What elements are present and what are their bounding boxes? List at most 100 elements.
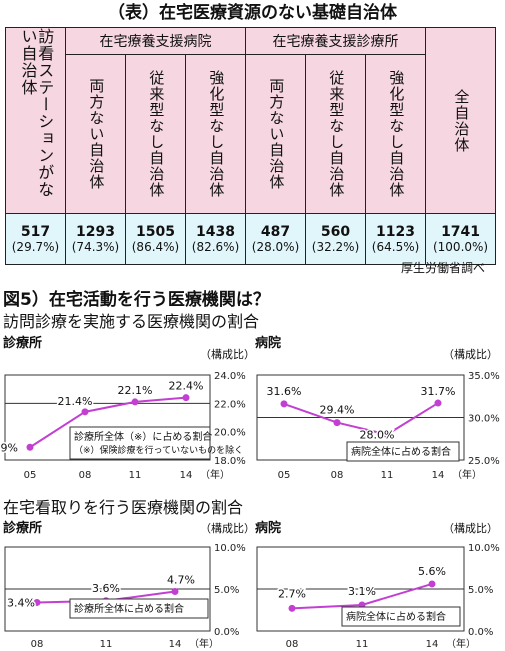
x-axis-unit: （年） bbox=[446, 637, 476, 650]
x-tick-label: 14 bbox=[432, 470, 445, 481]
group-hospital: 在宅療養支援病院 bbox=[64, 27, 247, 55]
legend-box bbox=[69, 426, 211, 460]
y-tick-label: 20.0% bbox=[214, 428, 246, 439]
data-label: 5.6% bbox=[418, 565, 446, 578]
data-point bbox=[81, 408, 89, 416]
source-note: 厚生労働省調べ bbox=[400, 261, 485, 275]
x-tick-label: 11 bbox=[129, 470, 142, 481]
series-line bbox=[29, 396, 187, 449]
header-clinic-enhanced: 強化型なし自治体 bbox=[365, 54, 427, 214]
data-point bbox=[171, 588, 179, 596]
legend-box bbox=[341, 606, 461, 627]
data-label: 3.1% bbox=[348, 585, 376, 598]
legend-entry: 病院全体に占める割合 bbox=[351, 445, 451, 458]
data-label: 3.4% bbox=[7, 596, 35, 609]
data-point bbox=[280, 400, 288, 408]
x-tick-label: 14 bbox=[426, 639, 439, 650]
x-tick-label: 11 bbox=[381, 470, 394, 481]
header-no-station: 訪看ステーションがない自治体 bbox=[5, 27, 66, 214]
header-clinic-conventional: 従来型なし自治体 bbox=[305, 54, 367, 214]
figure-title: 図5）在宅活動を行う医療機関は？ bbox=[3, 290, 270, 310]
data-label: 28.0% bbox=[360, 429, 395, 442]
data-point bbox=[288, 604, 296, 612]
y-tick-label: 18.0% bbox=[214, 456, 246, 467]
data-label: 2.7% bbox=[278, 587, 306, 600]
legend-entry: 診療所全体に占める割合 bbox=[74, 602, 184, 615]
value-cell: 1741 (100.0%) bbox=[425, 213, 497, 265]
unit-label: （構成比） bbox=[200, 522, 255, 535]
y-tick-label: 5.0% bbox=[214, 585, 239, 596]
panel-label-hospital-1: 病院 bbox=[255, 336, 282, 351]
legend-entry: 診療所全体（※）に占める割合 bbox=[74, 430, 212, 443]
x-tick-label: 08 bbox=[79, 470, 92, 481]
panel-label-hospital-2: 病院 bbox=[255, 521, 282, 536]
data-point bbox=[428, 580, 436, 588]
x-tick-label: 14 bbox=[180, 470, 193, 481]
data-point bbox=[131, 398, 139, 406]
header-all: 全自治体 bbox=[425, 27, 497, 214]
panel-label-clinic-2: 診療所 bbox=[3, 521, 43, 536]
series-line bbox=[283, 402, 439, 436]
x-tick-label: 05 bbox=[24, 470, 37, 481]
value-cell: 1123 (64.5%) bbox=[365, 213, 427, 265]
y-tick-label: 10.0% bbox=[468, 543, 500, 554]
unit-label: （構成比） bbox=[443, 348, 498, 361]
unit-label: （構成比） bbox=[443, 522, 498, 535]
data-point bbox=[434, 399, 442, 407]
y-tick-label: 0.0% bbox=[214, 627, 239, 638]
data-label: 31.7% bbox=[421, 385, 456, 398]
chart-care-clinic: 0.0% 5.0% 10.0% 08 11 14 （年） 3.4% 3.6% 4.7% 診療所全体に… bbox=[4, 543, 246, 650]
x-tick-label: 14 bbox=[169, 639, 182, 650]
value-cell: 517 (29.7%) bbox=[5, 213, 66, 265]
data-point bbox=[33, 598, 41, 606]
data-label: 3.6% bbox=[92, 582, 120, 595]
data-point bbox=[383, 431, 391, 438]
table-title: （表）在宅医療資源のない基礎自治体 bbox=[108, 3, 397, 23]
x-tick-label: 11 bbox=[100, 639, 113, 650]
data-label: 18.9% bbox=[0, 441, 18, 454]
chart-visit-clinic: 18.0% 20.0% 22.0% 24.0% 05 08 11 14 （年） 18.9% 21.4… bbox=[0, 371, 246, 481]
legend-entry: 病院全体に占める割合 bbox=[346, 610, 446, 623]
x-axis-unit: （年） bbox=[452, 468, 482, 481]
x-tick-label: 11 bbox=[356, 639, 369, 650]
x-tick-label: 08 bbox=[331, 470, 344, 481]
legend-box bbox=[69, 598, 209, 619]
value-cell: 487 (28.0%) bbox=[245, 213, 307, 265]
chart-care-hospital: 0.0% 5.0% 10.0% 08 11 14 （年） 2.7% 3.1% 5.6% 病院全体に占… bbox=[256, 543, 500, 650]
y-tick-label: 10.0% bbox=[214, 543, 246, 554]
value-cell: 1293 (74.3%) bbox=[65, 213, 126, 265]
unit-label: （構成比） bbox=[200, 348, 255, 361]
panel-label-clinic-1: 診療所 bbox=[3, 336, 43, 351]
group-clinic: 在宅療養支援診療所 bbox=[245, 27, 427, 55]
x-axis-unit: （年） bbox=[189, 637, 219, 650]
x-axis-unit: （年） bbox=[200, 468, 230, 481]
data-label: 22.4% bbox=[169, 380, 204, 393]
y-tick-label: 35.0% bbox=[468, 371, 500, 382]
x-tick-label: 08 bbox=[31, 639, 44, 650]
subtitle-terminal-care: 在宅看取りを行う医療機関の割合 bbox=[3, 498, 244, 517]
legend-entry: （※）保険診療を行っていないものを除く bbox=[74, 444, 243, 456]
y-tick-label: 0.0% bbox=[468, 627, 493, 638]
legend-box bbox=[346, 441, 460, 462]
x-tick-label: 05 bbox=[278, 470, 291, 481]
data-label: 22.1% bbox=[118, 384, 153, 397]
header-hospital-enhanced: 強化型なし自治体 bbox=[184, 54, 247, 214]
data-point bbox=[182, 394, 190, 402]
header-hospital-conventional: 従来型なし自治体 bbox=[125, 54, 186, 214]
data-label: 29.4% bbox=[320, 404, 355, 417]
header-clinic-both: 両方ない自治体 bbox=[245, 54, 307, 214]
y-tick-label: 24.0% bbox=[214, 371, 246, 382]
header-hospital-both: 両方ない自治体 bbox=[65, 54, 126, 214]
value-cell: 1505 (86.4%) bbox=[125, 213, 186, 265]
value-cell: 560 (32.2%) bbox=[305, 213, 367, 265]
y-tick-label: 30.0% bbox=[468, 414, 500, 425]
data-label: 4.7% bbox=[167, 574, 195, 587]
y-tick-label: 5.0% bbox=[468, 585, 493, 596]
chart-visit-hospital: 25.0% 30.0% 35.0% 05 08 11 14 （年） 31.6% 29.4% 28.0… bbox=[256, 371, 500, 481]
data-label: 21.4% bbox=[58, 395, 93, 408]
x-tick-label: 08 bbox=[286, 639, 299, 650]
value-cell: 1438 (82.6%) bbox=[184, 213, 247, 265]
y-tick-label: 22.0% bbox=[214, 399, 246, 410]
data-point bbox=[26, 443, 34, 451]
y-tick-label: 25.0% bbox=[468, 456, 500, 467]
